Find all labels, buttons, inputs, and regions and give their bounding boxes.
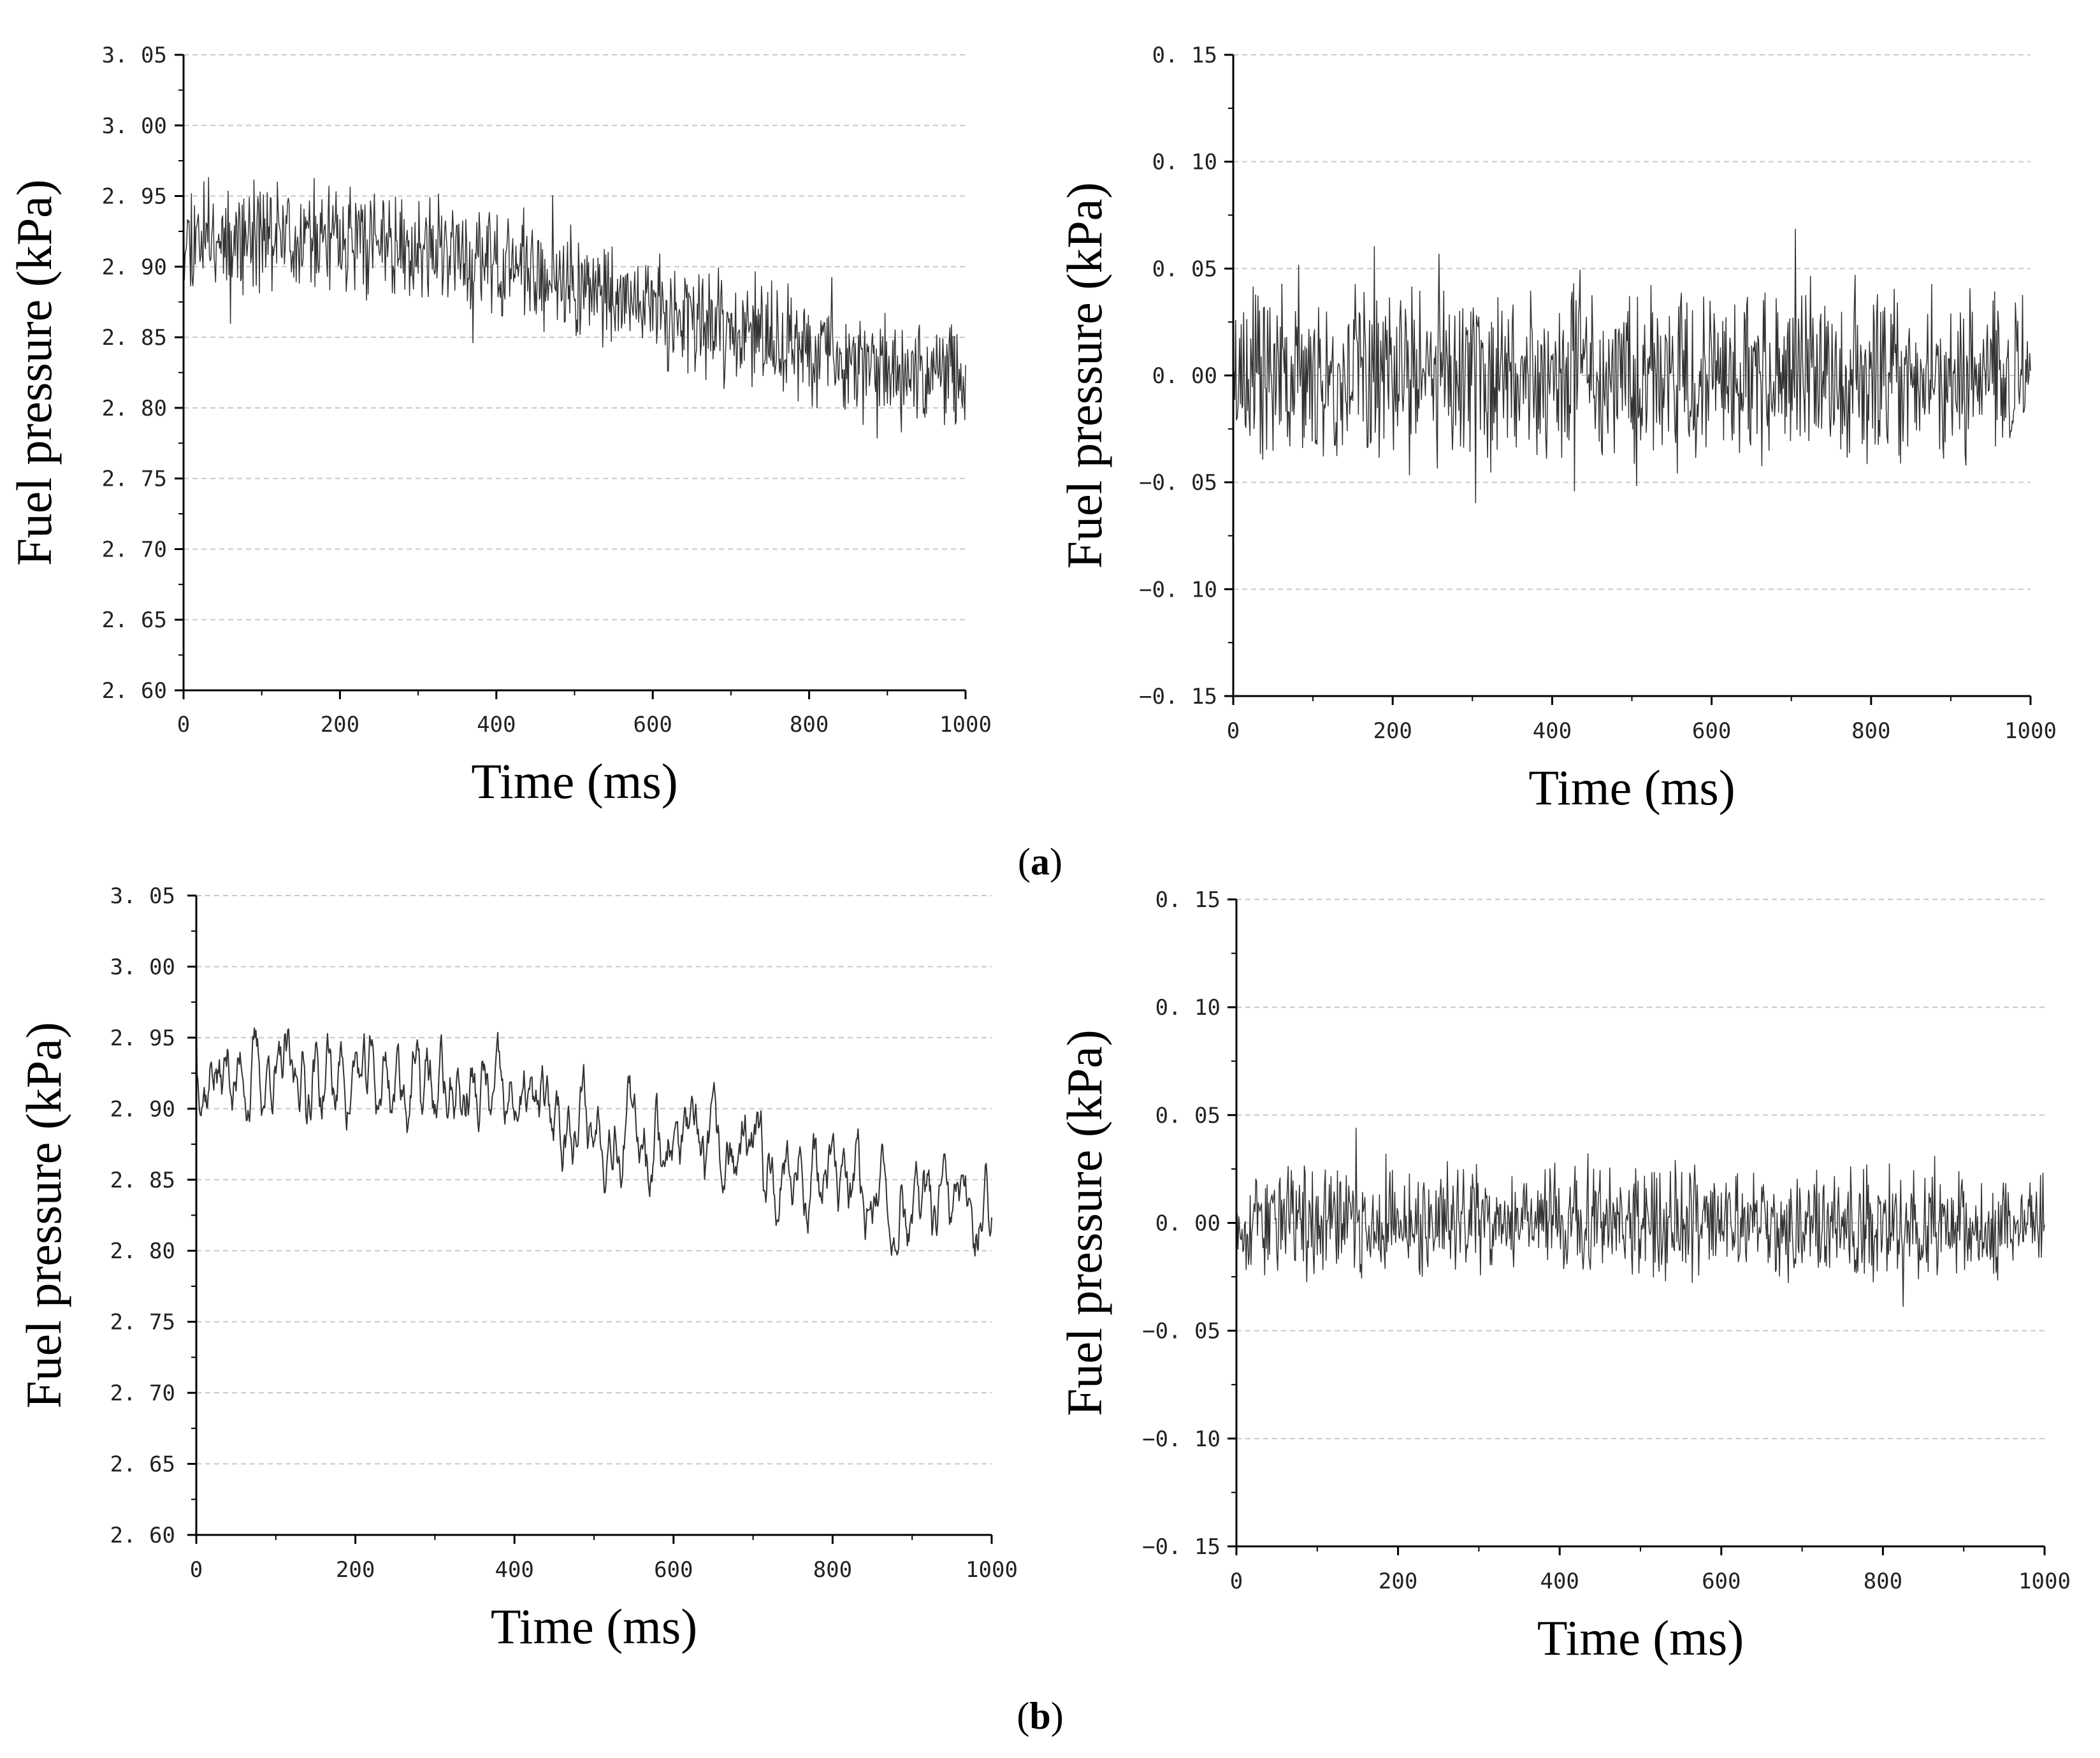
chart-a-left: 2. 60 2. 65 2. 70 2. 75 2. 80 2. 85 2. 90 2. 95…	[6, 43, 992, 809]
chart-a-right: −0. 15 −0. 10 −0. 05 0. 00 0. 05 0. 10 0. 15 0 2…	[1057, 43, 2057, 815]
x-tick-label: 0	[1227, 718, 1240, 744]
x-tick-label: 400	[1533, 718, 1572, 744]
x-tick-label: 800	[813, 1557, 852, 1583]
caption-b: (b)	[1017, 1695, 1063, 1737]
y-tick-label: 2. 85	[110, 1168, 175, 1193]
y-axis-title: Fuel pressure (kPa)	[1057, 182, 1112, 569]
data-series-line	[183, 154, 966, 439]
x-tick-label: 1000	[966, 1557, 1018, 1583]
x-axis-title: Time (ms)	[491, 1599, 697, 1654]
x-tick-label: 400	[1540, 1569, 1579, 1594]
x-tick-label: 200	[1373, 718, 1412, 744]
y-tick-label: 0. 00	[1152, 363, 1217, 389]
x-tick-label: 600	[633, 712, 672, 737]
y-tick-label: 3. 05	[102, 43, 167, 68]
x-tick-label: 600	[1692, 718, 1731, 744]
data-series-line	[1233, 228, 2031, 504]
y-tick-label: 0. 10	[1152, 150, 1217, 175]
x-tick-label: 800	[1851, 718, 1890, 744]
y-tick-label: −0. 05	[1142, 1319, 1220, 1344]
y-axis-title: Fuel pressure (kPa)	[6, 179, 62, 566]
x-tick-label: 0	[1230, 1569, 1243, 1594]
y-tick-label: −0. 15	[1142, 1534, 1220, 1560]
x-tick-label: 400	[477, 712, 516, 737]
y-tick-label: 3. 00	[102, 113, 167, 139]
x-tick-label: 600	[654, 1557, 693, 1583]
y-tick-label: 2. 90	[110, 1096, 175, 1122]
y-tick-label: 2. 60	[110, 1523, 175, 1548]
y-tick-label: 2. 70	[102, 537, 167, 562]
y-tick-label: 2. 85	[102, 325, 167, 351]
x-tick-label: 200	[321, 712, 359, 737]
x-tick-label: 200	[1379, 1569, 1417, 1594]
x-tick-label: 600	[1702, 1569, 1741, 1594]
y-tick-label: 0. 15	[1152, 43, 1217, 68]
y-tick-label: 3. 00	[110, 954, 175, 980]
y-tick-label: −0. 10	[1142, 1427, 1220, 1452]
x-tick-label: 1000	[2004, 718, 2057, 744]
y-tick-label: 2. 75	[102, 467, 167, 492]
x-tick-label: 800	[790, 712, 829, 737]
y-tick-label: 2. 90	[102, 254, 167, 280]
x-axis-title: Time (ms)	[471, 753, 677, 809]
y-tick-label: 2. 80	[110, 1239, 175, 1264]
y-tick-label: 0. 15	[1155, 887, 1220, 913]
y-tick-label: 2. 95	[110, 1026, 175, 1051]
x-tick-label: 1000	[939, 712, 992, 737]
data-series-line	[1236, 1128, 2045, 1307]
x-tick-label: 0	[190, 1557, 203, 1583]
caption-a: (a)	[1018, 841, 1062, 883]
x-tick-label: 800	[1864, 1569, 1902, 1594]
y-tick-label: 2. 70	[110, 1381, 175, 1406]
y-tick-label: −0. 10	[1139, 577, 1217, 602]
x-tick-label: 1000	[2018, 1569, 2071, 1594]
y-tick-label: 2. 65	[102, 607, 167, 633]
x-tick-label: 0	[177, 712, 190, 737]
y-tick-label: 2. 60	[102, 678, 167, 704]
y-tick-label: 0. 00	[1155, 1211, 1220, 1237]
y-tick-label: −0. 05	[1139, 470, 1217, 496]
y-tick-label: 0. 05	[1152, 256, 1217, 282]
y-tick-label: 3. 05	[110, 883, 175, 909]
x-axis-title: Time (ms)	[1537, 1610, 1744, 1666]
y-axis-title: Fuel pressure (kPa)	[1057, 1029, 1112, 1416]
y-tick-label: 0. 05	[1155, 1103, 1220, 1128]
chart-b-left: 2. 60 2. 65 2. 70 2. 75 2. 80 2. 85 2. 90 2. 95…	[16, 883, 1018, 1654]
chart-b-right: −0. 15 −0. 10 −0. 05 0. 00 0. 05 0. 10 0. 15 0 2…	[1057, 887, 2071, 1666]
x-tick-label: 200	[336, 1557, 375, 1583]
y-tick-label: 2. 80	[102, 396, 167, 421]
y-tick-label: 2. 95	[102, 184, 167, 210]
x-tick-label: 400	[495, 1557, 533, 1583]
y-tick-label: −0. 15	[1139, 684, 1217, 709]
y-tick-label: 2. 75	[110, 1310, 175, 1335]
data-series-line	[196, 1009, 992, 1257]
y-tick-label: 0. 10	[1155, 995, 1220, 1021]
x-axis-title: Time (ms)	[1528, 760, 1735, 815]
y-tick-label: 2. 65	[110, 1452, 175, 1478]
y-axis-title: Fuel pressure (kPa)	[16, 1022, 71, 1409]
